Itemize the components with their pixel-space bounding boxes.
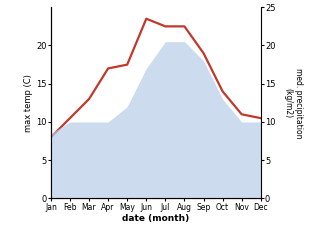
Y-axis label: med. precipitation
(kg/m2): med. precipitation (kg/m2) (284, 68, 303, 138)
Y-axis label: max temp (C): max temp (C) (24, 74, 33, 132)
X-axis label: date (month): date (month) (122, 214, 190, 223)
